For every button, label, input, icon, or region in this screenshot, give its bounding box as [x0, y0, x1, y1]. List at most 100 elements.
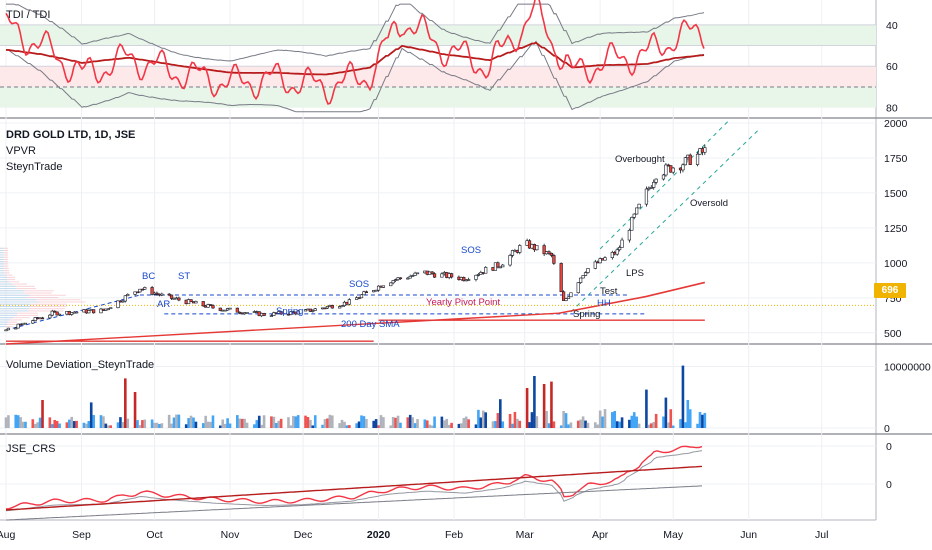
volume-bar — [58, 423, 61, 428]
annotation-st: ST — [178, 271, 191, 282]
volume-bar — [99, 415, 103, 428]
price-tick-label: 2000 — [884, 118, 908, 130]
volume-bar — [209, 421, 212, 428]
volume-bar — [433, 416, 436, 428]
candle-body — [40, 317, 45, 320]
annotation-oversold: Oversold — [690, 198, 729, 209]
candle-body — [206, 304, 210, 308]
volume-bar — [508, 413, 512, 428]
volume-bar — [698, 411, 702, 428]
volume-tick-label: 0 — [884, 423, 890, 435]
time-tick-label: Aug — [0, 529, 15, 541]
candle-body — [279, 311, 283, 315]
vpvr-bar-red — [0, 281, 20, 283]
candle-body — [123, 295, 127, 302]
candle-body — [50, 310, 54, 316]
candle-body — [644, 188, 649, 205]
volume-bar — [496, 413, 500, 428]
volume-bar — [138, 425, 142, 428]
vpvr-bar-blue — [0, 258, 4, 260]
vpvr-bar-red — [0, 305, 67, 307]
volume-bar — [102, 416, 105, 428]
annotation-sos-feb: SOS — [461, 245, 482, 256]
volume-bar — [669, 409, 673, 428]
annotation-200-day-sma: 200 Day SMA — [341, 319, 400, 330]
volume-bar — [377, 425, 380, 428]
candle-body — [632, 213, 636, 218]
vpvr-bar-blue — [0, 261, 4, 263]
volume-bar — [530, 412, 534, 428]
candle-body — [440, 273, 444, 278]
volume-bar — [311, 425, 315, 428]
vpvr-bar-red — [0, 272, 10, 274]
vpvr-bar-red — [0, 294, 66, 296]
vpvr-bar-blue — [0, 274, 6, 276]
candle-body — [559, 263, 563, 293]
volume-bar — [87, 421, 91, 428]
candle-body — [33, 317, 37, 321]
vpvr-bar-blue — [0, 297, 27, 299]
volume-bar — [136, 420, 139, 428]
annotation-test: Test — [600, 286, 618, 297]
volume-bar — [4, 417, 8, 428]
candle-body — [664, 164, 668, 176]
candle-body — [627, 229, 631, 241]
volume-bar — [430, 425, 434, 428]
volume-bar — [547, 423, 551, 428]
volume-bar — [309, 419, 312, 428]
vpvr-bar-red — [0, 279, 16, 281]
candle-body — [140, 288, 144, 291]
indicator-vpvr-label[interactable]: VPVR — [6, 145, 36, 157]
tdi-rsi-line — [5, 0, 705, 105]
volume-bar — [19, 417, 22, 428]
volume-bar — [187, 418, 190, 428]
volume-bar — [460, 423, 463, 428]
volume-bar — [696, 423, 699, 428]
candle-body — [389, 282, 393, 287]
volume-bar — [552, 421, 556, 428]
vpvr-bar-red — [0, 258, 9, 260]
vpvr-bar-blue — [0, 254, 4, 256]
sma-200-line — [5, 312, 559, 345]
volume-bar — [569, 422, 573, 428]
candle-body — [311, 310, 315, 312]
symbol-title[interactable]: DRD GOLD LTD, 1D, JSE — [6, 129, 136, 141]
vpvr-bar-red — [0, 317, 30, 319]
candle-body — [31, 320, 35, 324]
volume-bar — [445, 418, 449, 428]
volume-bar — [170, 423, 173, 428]
volume-bar — [243, 418, 246, 428]
volume-bar — [477, 409, 480, 428]
candle-body — [549, 252, 554, 256]
vpvr-bar-red — [0, 283, 27, 285]
volume-bar — [89, 402, 93, 428]
crs-tick-label: 0 — [886, 479, 892, 491]
volume-bar — [632, 412, 636, 428]
volume-bar — [645, 389, 648, 428]
candle-body — [430, 271, 434, 275]
volume-bar — [189, 415, 193, 428]
volume-bar — [313, 415, 317, 428]
candle-body — [508, 255, 512, 266]
vpvr-bar-red — [0, 288, 37, 290]
annotation-sos-dec: SOS — [349, 279, 370, 290]
price-tick-label: 1750 — [884, 153, 908, 165]
candle-body — [53, 310, 57, 313]
volume-bar — [399, 422, 402, 428]
channel-upper-line — [599, 119, 730, 250]
volume-bar — [177, 414, 181, 428]
indicator-steyntrade-label[interactable]: SteynTrade — [6, 161, 63, 173]
volume-bar — [7, 415, 10, 428]
vpvr-bar-blue — [0, 283, 13, 285]
crs-tick-label: 0 — [886, 441, 892, 453]
volume-bar — [55, 420, 59, 428]
volume-pane-label: Volume Deviation_SteynTrade — [6, 359, 155, 371]
crs-lower-line — [5, 485, 703, 521]
volume-bar — [326, 418, 329, 428]
volume-bar — [581, 416, 585, 428]
vpvr-bar-blue — [0, 256, 4, 258]
volume-bar — [104, 423, 108, 428]
volume-bar — [394, 417, 397, 428]
candle-body — [359, 294, 364, 299]
